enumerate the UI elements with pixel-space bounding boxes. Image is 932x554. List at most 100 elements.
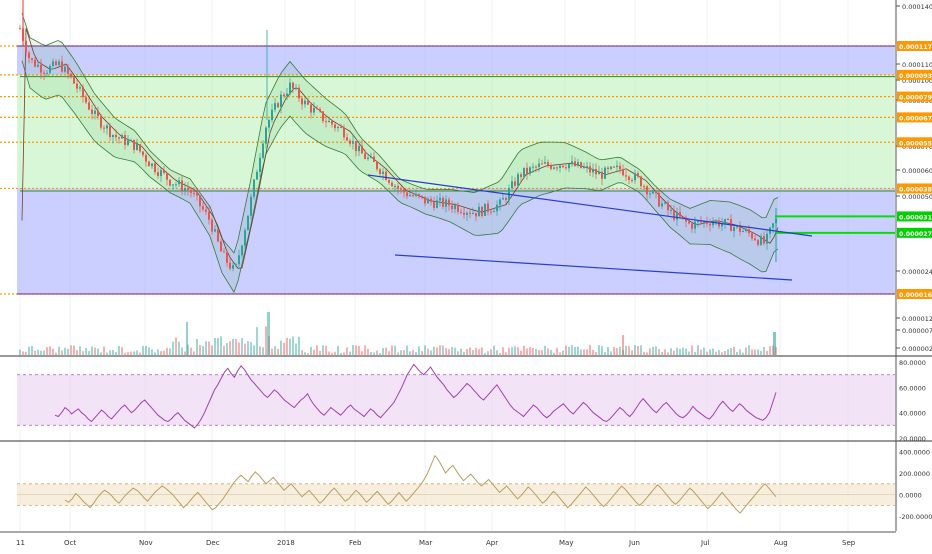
volume-bar: [115, 352, 117, 355]
price-zone: [17, 46, 895, 75]
candle-body: [247, 215, 249, 231]
candle-body: [19, 28, 21, 30]
candle-body: [694, 221, 696, 229]
volume-bar: [319, 350, 321, 355]
candle-body: [106, 125, 108, 129]
volume-bar: [709, 349, 711, 355]
volume-bar: [154, 352, 156, 355]
volume-bar: [484, 352, 486, 355]
price-tag-label: 0.00005536: [899, 140, 932, 147]
momentum-axis-label: 0.0000: [899, 492, 922, 500]
candle-body: [529, 167, 531, 174]
volume-bar: [757, 349, 759, 355]
volume-bar: [124, 352, 126, 355]
candle-body: [382, 171, 384, 174]
volume-bar: [19, 349, 21, 355]
volume-bar: [487, 351, 489, 355]
candle-body: [49, 66, 51, 73]
candle-body: [424, 196, 426, 204]
volume-bar: [418, 346, 420, 355]
candle-body: [412, 195, 414, 197]
volume-bar: [496, 350, 498, 355]
volume-bar: [589, 345, 591, 355]
candle-body: [427, 198, 429, 204]
candle-body: [589, 166, 591, 173]
candle-body: [538, 163, 540, 167]
candle-body: [544, 162, 546, 164]
volume-bar: [352, 345, 354, 355]
candle-body: [451, 205, 453, 210]
volume-bar: [139, 352, 141, 355]
volume-bar: [508, 347, 510, 355]
volume-bar: [610, 351, 612, 355]
candle-body: [397, 185, 399, 189]
volume-bar: [316, 345, 318, 355]
candle-body: [262, 143, 264, 158]
volume-bar: [400, 350, 402, 355]
volume-bar: [64, 347, 66, 355]
volume-bar: [550, 349, 552, 355]
volume-bar: [370, 352, 372, 355]
price-tag: [897, 41, 932, 51]
volume-bar: [175, 337, 177, 355]
candle-body: [175, 184, 177, 186]
volume-bar: [730, 348, 732, 355]
volume-bar: [148, 347, 150, 355]
volume-bar: [685, 348, 687, 355]
price-tag: [897, 112, 932, 123]
time-axis-label: Nov: [139, 539, 153, 547]
candle-body: [202, 206, 204, 210]
candle-body: [541, 163, 543, 165]
volume-bar: [289, 338, 291, 355]
candle-body: [28, 52, 30, 59]
volume-bar: [178, 341, 180, 355]
volume-bar: [616, 348, 618, 355]
candle-body: [745, 229, 747, 232]
candle-body: [628, 176, 630, 180]
candle-body: [631, 179, 633, 181]
candle-body: [448, 199, 450, 206]
candle-body: [322, 111, 324, 122]
candle-body: [595, 168, 597, 175]
volume-bar: [655, 346, 657, 355]
time-axis-label: Apr: [486, 539, 498, 547]
bollinger-upper-line: [21, 13, 779, 254]
volume-bar: [70, 345, 72, 355]
volume-bar: [235, 339, 237, 355]
time-axis-label: 2018: [277, 539, 295, 547]
candle-body: [688, 221, 690, 224]
volume-bar: [451, 347, 453, 355]
candle-body: [523, 167, 525, 178]
volume-bar: [82, 351, 84, 355]
volume-bar: [592, 349, 594, 355]
volume-bar: [541, 350, 543, 355]
candle-body: [373, 156, 375, 162]
price-tag: [897, 289, 932, 299]
candle-body: [73, 77, 75, 84]
volume-bar: [166, 347, 168, 355]
candle-body: [535, 166, 537, 168]
volume-bar: [241, 338, 243, 355]
volume-bar: [85, 347, 87, 355]
candle-body: [217, 229, 219, 242]
volume-bar: [601, 346, 603, 355]
volume-bar: [631, 350, 633, 355]
candle-body: [304, 100, 306, 105]
volume-bar: [580, 349, 582, 355]
volume-bar: [700, 349, 702, 355]
candle-body: [739, 225, 741, 232]
candle-body: [121, 135, 123, 139]
candle-body: [115, 134, 117, 138]
candle-body: [289, 82, 291, 94]
candle-body: [763, 236, 765, 244]
candle-body: [331, 120, 333, 125]
candle-body: [118, 137, 120, 139]
volume-bar: [682, 347, 684, 355]
candle-body: [343, 127, 345, 138]
candle-body: [208, 211, 210, 220]
volume-bar: [517, 347, 519, 355]
volume-bar: [427, 348, 429, 355]
volume-bar: [607, 346, 609, 355]
